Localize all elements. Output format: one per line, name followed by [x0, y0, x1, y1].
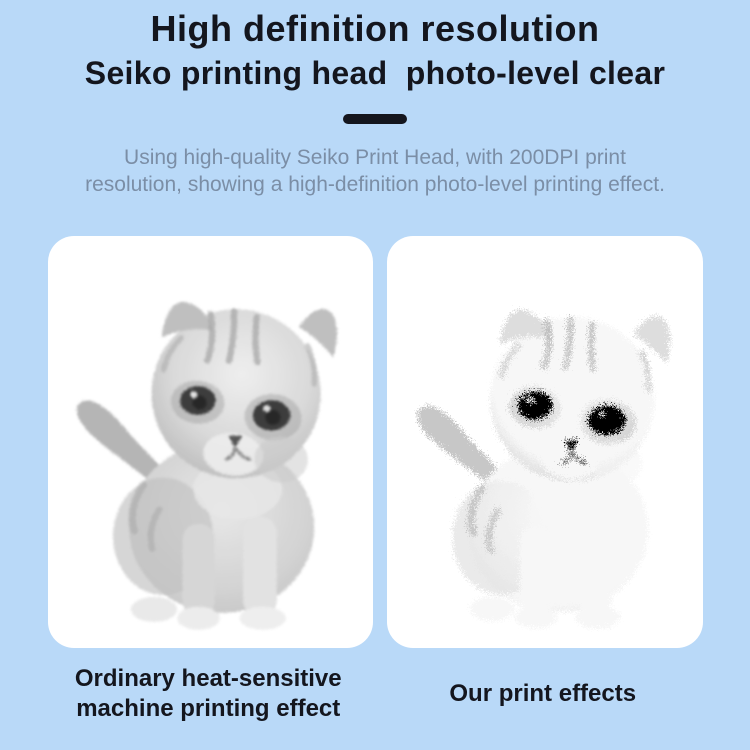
- caption-ordinary: Ordinary heat-sensitive machine printing…: [48, 664, 369, 724]
- card-image-ours: [401, 286, 689, 632]
- comparison-card-ours: [387, 235, 703, 648]
- comparison-card-ordinary: [48, 235, 373, 648]
- card-image-ordinary: [63, 280, 359, 636]
- caption-ours-line1: Our print effects: [449, 679, 637, 707]
- caption-ordinary-line2: machine printing effect: [76, 694, 341, 722]
- page-title: High definition resolution: [150, 8, 600, 49]
- description-line2: resolution, showing a high-definition ph…: [85, 173, 665, 197]
- description: Using high-quality Seiko Print Head, wit…: [0, 144, 750, 199]
- kitten-illustration-stippled: [401, 286, 689, 632]
- page-subtitle: Seiko printing head photo-level clear: [84, 55, 666, 92]
- title-divider: [343, 114, 407, 125]
- caption-row: Ordinary heat-sensitive machine printing…: [48, 664, 703, 724]
- caption-ours: Our print effects: [383, 664, 704, 724]
- comparison-section: [48, 235, 703, 648]
- caption-ordinary-line1: Ordinary heat-sensitive: [74, 664, 342, 692]
- kitten-illustration-soft: [63, 280, 359, 636]
- description-line1: Using high-quality Seiko Print Head, wit…: [124, 146, 626, 170]
